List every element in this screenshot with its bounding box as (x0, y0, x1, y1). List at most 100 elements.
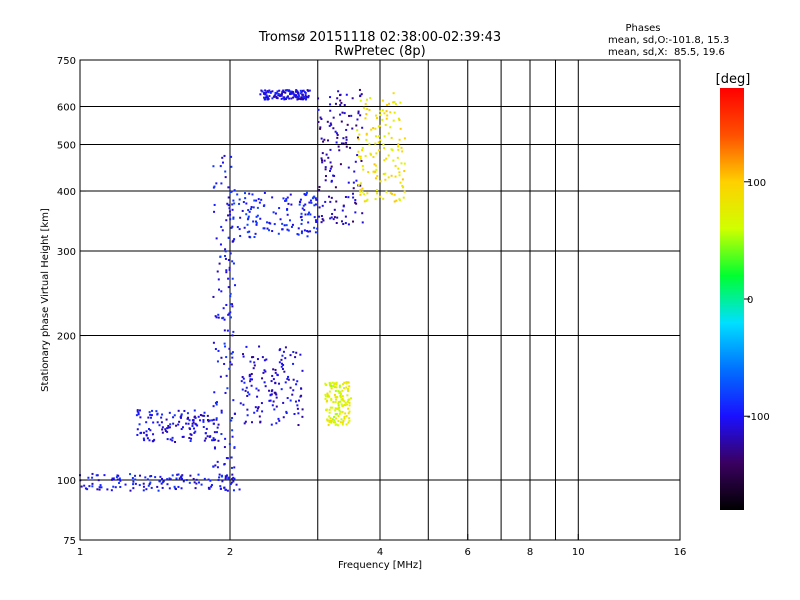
echo-point (345, 382, 348, 385)
echo-point (331, 406, 334, 409)
echo-point (172, 416, 175, 419)
echo-point (307, 94, 310, 97)
echo-point (138, 484, 141, 487)
echo-point (95, 474, 98, 477)
echo-point (233, 202, 236, 205)
echo-point (399, 101, 402, 104)
echo-point (362, 106, 365, 109)
echo-point (268, 89, 271, 92)
echo-point (285, 96, 288, 99)
echo-point (336, 216, 339, 219)
echo-point (346, 400, 349, 403)
echo-point (224, 170, 227, 173)
echo-point (285, 198, 288, 201)
y-tick-label: 300 (57, 247, 76, 258)
echo-point (346, 394, 349, 397)
echo-point (301, 207, 304, 210)
echo-point (192, 421, 195, 424)
echo-point (328, 415, 331, 418)
echo-point (255, 199, 258, 202)
echo-point (261, 90, 264, 93)
echo-point (129, 489, 132, 492)
echo-point (340, 418, 343, 421)
echo-point (238, 228, 241, 231)
echo-point (354, 199, 357, 202)
echo-point (300, 394, 303, 397)
echo-point (246, 414, 249, 417)
echo-point (209, 479, 212, 482)
echo-point (361, 164, 364, 167)
echo-point (161, 428, 164, 431)
echo-point (338, 412, 341, 415)
echo-point (382, 197, 385, 200)
echo-point (314, 231, 317, 234)
echo-point (359, 114, 362, 117)
y-tick-label: 600 (57, 103, 76, 114)
echo-point (225, 474, 228, 477)
echo-point (340, 142, 343, 145)
echo-point (271, 196, 274, 199)
echo-point (340, 220, 343, 223)
echo-point (334, 409, 337, 412)
echo-point (300, 222, 303, 225)
y-tick-label: 100 (57, 476, 76, 487)
echo-point (265, 91, 268, 94)
y-axis-label: Stationary phase Virtual Height [km] (40, 208, 51, 392)
echo-point (372, 155, 375, 158)
echo-point (291, 393, 294, 396)
echo-point (274, 382, 277, 385)
echo-point (293, 93, 296, 96)
echo-point (335, 221, 338, 224)
echo-point (242, 353, 245, 356)
echo-point (239, 216, 242, 219)
echo-point (339, 103, 342, 106)
echo-point (321, 218, 324, 221)
echo-point (224, 476, 227, 479)
echo-point (227, 286, 230, 289)
echo-point (366, 198, 369, 201)
echo-point (330, 179, 333, 182)
echo-point (286, 95, 289, 98)
echo-point (348, 114, 351, 117)
echo-point (354, 211, 357, 214)
echo-point (238, 488, 241, 491)
echo-point (204, 432, 207, 435)
echo-point (218, 262, 221, 265)
echo-point (285, 412, 288, 415)
echo-point (244, 420, 247, 423)
echo-point (178, 420, 181, 423)
echo-point (241, 388, 244, 391)
echo-point (230, 456, 233, 459)
echo-point (327, 156, 330, 159)
echo-point (363, 193, 366, 196)
echo-point (203, 414, 206, 417)
echo-point (142, 482, 145, 485)
echo-point (388, 102, 391, 105)
echo-point (268, 229, 271, 232)
echo-point (269, 222, 272, 225)
echo-point (333, 382, 336, 385)
echo-point (129, 473, 132, 476)
echo-point (328, 419, 331, 422)
echo-point (220, 225, 223, 228)
echo-point (96, 488, 99, 491)
echo-point (233, 446, 236, 449)
echo-point (224, 488, 227, 491)
echo-point (98, 486, 101, 489)
echo-point (337, 424, 340, 427)
echo-point (193, 481, 196, 484)
echo-point (249, 374, 252, 377)
echo-point (398, 198, 401, 201)
echo-point (343, 112, 346, 115)
echo-point (187, 416, 190, 419)
echo-point (111, 477, 114, 480)
echo-point (256, 214, 259, 217)
echo-point (342, 205, 345, 208)
echo-point (251, 421, 254, 424)
echo-point (352, 220, 355, 223)
echo-point (172, 422, 175, 425)
echo-point (287, 202, 290, 205)
echo-point (274, 371, 277, 374)
echo-point (328, 195, 331, 198)
echo-point (166, 427, 169, 430)
